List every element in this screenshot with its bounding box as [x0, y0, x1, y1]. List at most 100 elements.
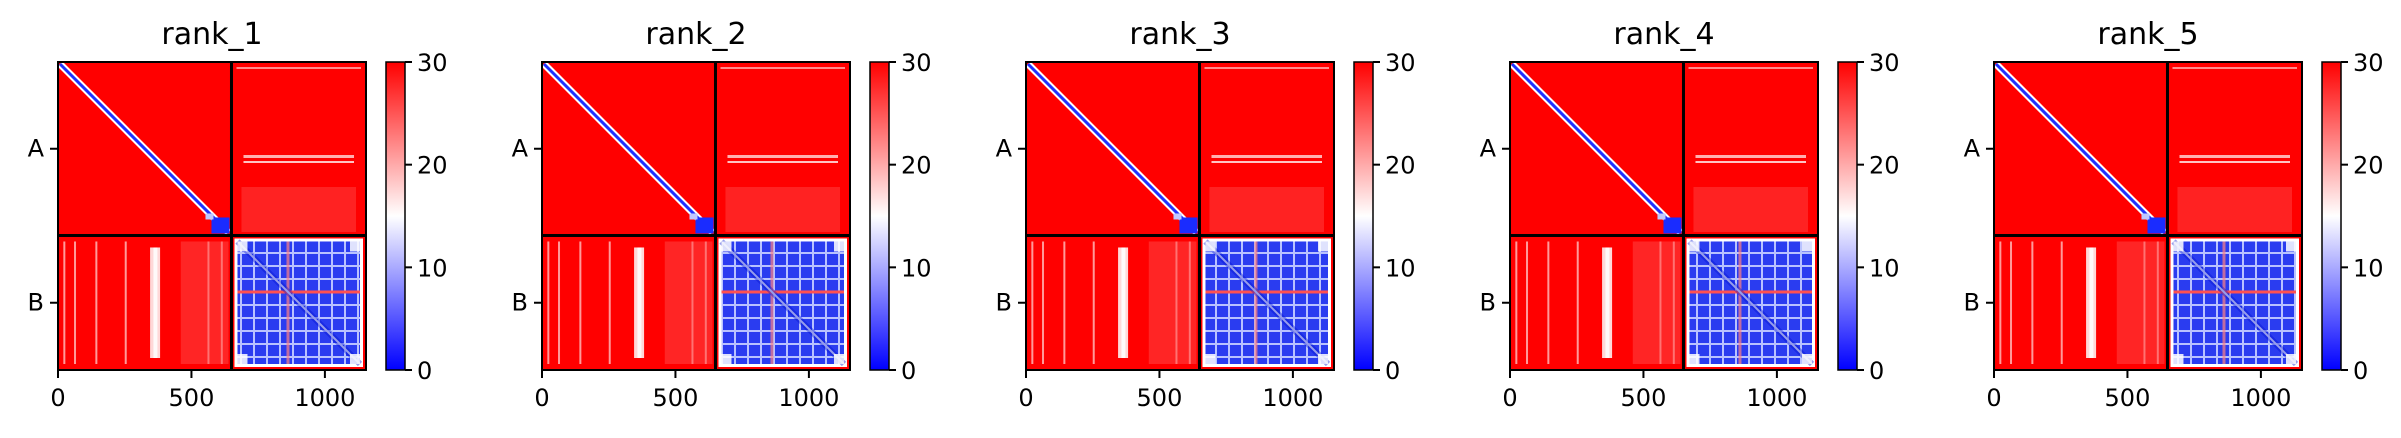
x-tick-label: 500 — [169, 384, 215, 412]
axes-frame — [57, 61, 367, 371]
chain-b-corner — [1205, 354, 1216, 364]
heatmap-streak — [727, 155, 838, 158]
panel-title: rank_4 — [1613, 17, 1714, 52]
heatmap-streak — [2172, 67, 2297, 69]
heatmap-block — [1663, 217, 1682, 234]
x-tick-label: 1000 — [1746, 384, 1807, 412]
y-tick-label: B — [1964, 289, 1980, 317]
y-tick-label: A — [512, 135, 529, 163]
heatmap-streak — [243, 161, 354, 163]
colorbar-frame — [869, 61, 890, 371]
y-tick-label: B — [996, 289, 1012, 317]
colorbar-tick-label: 0 — [901, 357, 916, 385]
x-tick-label: 0 — [1502, 384, 1517, 412]
heatmap-stripe — [180, 241, 229, 364]
heatmap-stripe — [124, 241, 127, 364]
heatmap-streak — [241, 187, 356, 232]
heatmap-block — [2147, 217, 2166, 234]
colorbar-tick-label: 20 — [1869, 152, 1900, 180]
heatmap-streak — [1209, 187, 1324, 232]
pae-panel-2: rank_2 0 500 1000 A B 0 10 20 30 — [512, 17, 932, 412]
heatmap-stripe — [608, 241, 611, 364]
x-tick-label: 500 — [1621, 384, 1667, 412]
colorbar-tick-label: 20 — [901, 152, 932, 180]
x-tick-label: 1000 — [294, 384, 355, 412]
axes-frame — [1509, 61, 1819, 371]
chain-b-diagonal — [1203, 239, 1331, 367]
heatmap-stripe — [547, 241, 550, 364]
heatmap-streak — [2177, 187, 2292, 232]
heatmap-stripe — [153, 247, 158, 358]
chain-b-corner — [350, 241, 360, 252]
y-tick-label: A — [28, 135, 45, 163]
heatmap-stripe — [2060, 241, 2063, 364]
colorbar — [2322, 62, 2341, 370]
chain-b-stripe — [1205, 290, 1328, 294]
heatmap-stripe — [1063, 241, 1066, 364]
heatmap-streak — [725, 187, 840, 232]
heatmap-stripe — [74, 241, 77, 364]
heatmap-stripe — [1042, 241, 1045, 364]
chain-b-corner — [237, 354, 248, 364]
panel-title: rank_3 — [1129, 17, 1230, 52]
colorbar-frame — [2321, 61, 2342, 371]
colorbar-tick-label: 20 — [2353, 152, 2384, 180]
chain-b-diagonal — [719, 239, 847, 367]
heatmap-stripe — [95, 241, 98, 364]
x-tick-label: 0 — [1018, 384, 1033, 412]
chain-b-corner — [2286, 241, 2296, 252]
chain-b-corner — [1689, 354, 1700, 364]
colorbar-tick-label: 30 — [417, 49, 448, 77]
heatmap-stripe — [1148, 241, 1197, 364]
chain-b-corner — [1802, 354, 1812, 364]
colorbar — [870, 62, 889, 370]
pae-panel-1: rank_1 0 500 1000 A B 0 10 20 30 — [28, 17, 448, 412]
heatmap-block — [2141, 213, 2150, 220]
x-tick-label: 500 — [2105, 384, 2151, 412]
heatmap-streak — [1204, 67, 1329, 69]
heatmap-stripe — [1031, 241, 1034, 364]
heatmap-streak — [2179, 155, 2290, 158]
x-tick-label: 1000 — [1262, 384, 1323, 412]
y-tick-label: B — [28, 289, 44, 317]
x-tick-label: 0 — [534, 384, 549, 412]
colorbar-tick-label: 0 — [417, 357, 432, 385]
heatmap-streak — [243, 155, 354, 158]
heatmap-stripe — [1576, 241, 1579, 364]
heatmap-stripe — [2116, 241, 2165, 364]
chain-b-corner — [237, 241, 248, 252]
chain-b-diagonal — [1204, 240, 1329, 365]
chain-b-diagonal — [720, 240, 845, 365]
heatmap-streak — [1695, 155, 1806, 158]
y-tick-label: A — [996, 135, 1013, 163]
heatmap-streak — [2179, 161, 2290, 163]
panel-title: rank_2 — [645, 17, 746, 52]
chain-b-diagonal — [1688, 240, 1813, 365]
heatmap-stripe — [579, 241, 582, 364]
chain-b-diagonal — [2172, 240, 2297, 365]
axes-frame — [1993, 61, 2303, 371]
colorbar — [386, 62, 405, 370]
x-tick-label: 1000 — [778, 384, 839, 412]
x-tick-label: 0 — [50, 384, 65, 412]
chain-b-corner — [2173, 241, 2184, 252]
heatmap-stripe — [1515, 241, 1518, 364]
heatmap-streak — [727, 161, 838, 163]
heatmap-stripe — [1999, 241, 2002, 364]
chain-b-stripe — [1689, 290, 1812, 294]
chain-b-corner — [350, 354, 360, 364]
colorbar-frame — [1837, 61, 1858, 371]
colorbar-tick-label: 10 — [1385, 254, 1416, 282]
chain-b-corner — [1205, 241, 1216, 252]
axes-frame — [541, 61, 851, 371]
pae-panel-5: rank_5 0 500 1000 A B 0 10 20 30 — [1964, 17, 2384, 412]
heatmap-stripe — [1547, 241, 1550, 364]
x-tick-label: 1000 — [2230, 384, 2291, 412]
colorbar-frame — [1353, 61, 1374, 371]
colorbar-tick-label: 30 — [1385, 49, 1416, 77]
chain-b-stripe — [286, 241, 290, 364]
heatmap-stripe — [1632, 241, 1681, 364]
chain-b-stripe — [770, 241, 774, 364]
heatmap-stripe — [558, 241, 561, 364]
